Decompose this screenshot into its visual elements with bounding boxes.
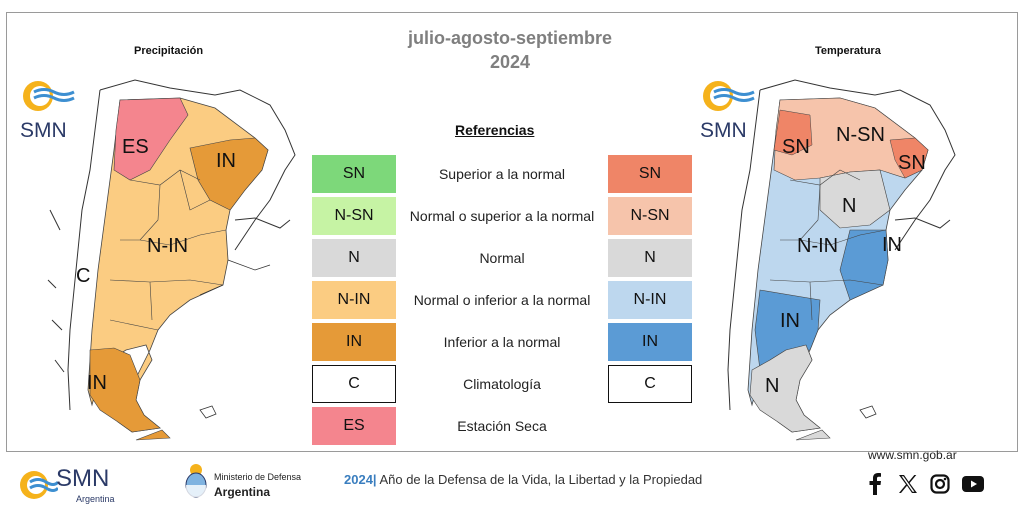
youtube-icon[interactable] [961, 472, 985, 496]
legend-row: ES Estación Seca [312, 407, 698, 445]
label-sn-northeast: SN [898, 152, 926, 174]
label-n-south: N [765, 375, 780, 397]
label-es-northwest: ES [122, 136, 149, 158]
legend-description: Inferior a la normal [443, 334, 561, 350]
legend-swatch-precipitation: N [312, 239, 396, 277]
legend-description: Climatología [463, 376, 541, 392]
smn-logo-text: SMN [20, 119, 67, 142]
label-in-south: IN [780, 310, 800, 332]
precipitation-map-title: Precipitación [134, 45, 204, 57]
motto-year: 2024 [344, 472, 373, 487]
legend-swatch-precipitation: IN [312, 323, 396, 361]
legend-row: N Normal N [312, 239, 698, 277]
smn-logo-left: SMN [20, 78, 80, 143]
legend-row: N-IN Normal o inferior a la normal N-IN [312, 281, 698, 319]
temperature-map-title: Temperatura [815, 45, 881, 57]
title-period: julio-agosto-septiembre [407, 28, 613, 48]
label-n-sn-north: N-SN [836, 124, 885, 146]
legend-row: SN Superior a la normal SN [312, 155, 698, 193]
legend-swatch-temperature: C [608, 365, 692, 403]
legend-swatch-precipitation: ES [312, 407, 396, 445]
legend-row: C Climatología C [312, 365, 698, 403]
footer: SMN Argentina Ministerio de Defensa Arge… [0, 455, 1024, 511]
smn-sun-icon [23, 81, 75, 111]
website-link[interactable]: www.smn.gob.ar [868, 448, 957, 462]
legend-swatch-temperature: IN [608, 323, 692, 361]
title-year: 2024 [489, 52, 531, 72]
social-icons [864, 472, 984, 496]
footer-motto: 2024| Año de la Defensa de la Vida, la L… [344, 472, 702, 487]
label-in-south: IN [87, 372, 107, 394]
footer-smn-subtext: Argentina [76, 494, 115, 504]
legend-swatch-precipitation: C [312, 365, 396, 403]
ministry-name: Ministerio de Defensa [214, 472, 302, 482]
legend-description: Superior a la normal [438, 166, 566, 182]
legend-swatch-temperature: N [608, 239, 692, 277]
smn-logo-text: SMN [700, 119, 747, 142]
label-n-center: N [842, 195, 857, 217]
temperature-map [727, 79, 956, 441]
legend-row: IN Inferior a la normal IN [312, 323, 698, 361]
x-icon[interactable] [897, 472, 920, 496]
motto-text: Año de la Defensa de la Vida, la Liberta… [376, 472, 703, 487]
ministry-country: Argentina [214, 485, 271, 499]
smn-sun-icon [703, 81, 755, 111]
legend-swatch-temperature: N-SN [608, 197, 692, 235]
label-c-west: C [76, 265, 91, 287]
legend-description: Normal [479, 250, 525, 266]
label-n-in-center: N-IN [147, 235, 189, 257]
label-n-in-center: N-IN [797, 235, 839, 257]
legend-swatch-precipitation: N-SN [312, 197, 396, 235]
motto-separator: | [372, 472, 377, 487]
label-in-northeast: IN [216, 150, 236, 172]
national-crest-icon [185, 464, 207, 498]
smn-logo-right: SMN [700, 78, 760, 143]
legend-swatch-precipitation: N-IN [312, 281, 396, 319]
legend-description: Estación Seca [457, 418, 547, 434]
instagram-icon[interactable] [929, 472, 952, 496]
legend-swatch-temperature: SN [608, 155, 692, 193]
footer-smn-logo: SMN Argentina [18, 463, 128, 507]
footer-smn-text: SMN [56, 465, 110, 492]
page-title: julio-agosto-septiembre 2024 [360, 26, 660, 74]
label-in-east: IN [882, 234, 902, 256]
smn-sun-icon [20, 471, 58, 499]
ministry-logo: Ministerio de Defensa Argentina [182, 463, 312, 503]
legend-description: Normal o superior a la normal [409, 208, 595, 224]
facebook-icon[interactable] [864, 472, 887, 496]
label-sn-northwest: SN [782, 136, 810, 158]
legend-description: Normal o inferior a la normal [413, 292, 591, 308]
legend-swatch-temperature: N-IN [608, 281, 692, 319]
precipitation-map [47, 79, 296, 441]
legend-heading: Referencias [455, 122, 535, 138]
legend-row: N-SN Normal o superior a la normal N-SN [312, 197, 698, 235]
legend-swatch-precipitation: SN [312, 155, 396, 193]
